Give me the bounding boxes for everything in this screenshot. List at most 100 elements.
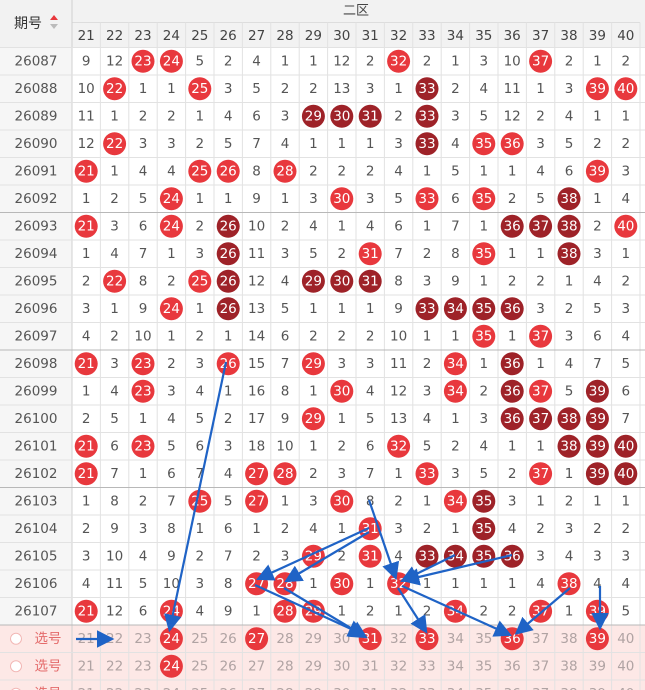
pick-label[interactable]: 选号 [35,686,62,690]
miss-count: 1 [110,163,119,179]
ball [529,462,553,486]
ball-number: 32 [390,53,407,69]
miss-count: 2 [167,273,176,289]
miss-count: 4 [480,81,489,97]
ball [472,187,496,211]
sort-up[interactable] [50,15,58,20]
period: 26092 [15,191,58,207]
miss-count: 2 [423,521,432,537]
ball-number: 22 [106,81,123,97]
miss-count: 11 [78,108,95,124]
miss-count: 25 [191,631,208,647]
ball [245,627,269,651]
miss-count: 1 [565,273,574,289]
miss-count: 1 [366,576,375,592]
period: 26107 [15,603,58,619]
pick-label[interactable]: 选号 [35,658,62,674]
miss-count: 28 [276,658,293,674]
ball [557,434,581,458]
ball-number: 24 [163,218,180,234]
miss-count: 5 [451,163,460,179]
miss-count: 1 [224,191,233,207]
ball-number: 30 [333,493,350,509]
radio[interactable] [10,632,22,645]
miss-count: 37 [532,658,549,674]
period: 26103 [15,493,58,509]
ball [301,104,325,128]
miss-count: 7 [622,411,631,427]
miss-count: 6 [167,466,176,482]
pick-label[interactable]: 选号 [35,631,62,647]
ball [330,379,354,403]
ball [443,544,467,568]
column-number: 27 [248,28,265,44]
miss-count: 1 [309,136,318,152]
miss-count: 30 [333,631,350,647]
miss-count: 1 [196,191,205,207]
ball [74,214,98,238]
ball-number: 40 [617,466,634,482]
ball-number: 26 [220,356,237,372]
miss-count: 8 [451,246,460,262]
ball-number: 35 [475,191,492,207]
ball [74,352,98,376]
miss-count: 38 [560,631,577,647]
ball-number: 28 [276,466,293,482]
miss-count: 1 [451,521,460,537]
ball-number: 26 [220,246,237,262]
miss-count: 10 [276,438,293,454]
miss-count: 6 [451,191,460,207]
ball-number: 33 [418,108,435,124]
miss-count: 1 [451,53,460,69]
period: 26089 [15,108,58,124]
ball [358,269,382,293]
miss-count: 4 [366,383,375,399]
ball-number: 39 [589,631,606,647]
period-header[interactable]: 期号 [14,16,42,32]
miss-count: 1 [423,328,432,344]
miss-count: 2 [593,218,602,234]
miss-count: 34 [447,686,464,690]
miss-count: 8 [110,493,119,509]
miss-count: 1 [366,136,375,152]
miss-count: 7 [366,466,375,482]
ball [216,297,240,321]
period: 26105 [15,548,58,564]
miss-count: 4 [252,53,261,69]
miss-count: 29 [305,631,322,647]
ball-number: 38 [560,218,577,234]
miss-count: 3 [423,273,432,289]
ball [443,352,467,376]
miss-count: 6 [394,218,403,234]
ball [443,379,467,403]
miss-count: 4 [622,576,631,592]
miss-count: 4 [394,548,403,564]
miss-count: 3 [394,136,403,152]
miss-count: 1 [309,576,318,592]
ball-number: 31 [362,108,379,124]
ball-number: 33 [418,191,435,207]
sort-down[interactable] [50,24,58,29]
miss-count: 39 [589,686,606,690]
ball-number: 39 [589,383,606,399]
ball [415,132,439,156]
miss-count: 29 [305,686,322,690]
period: 26099 [15,383,58,399]
ball [131,434,155,458]
miss-count: 1 [82,191,91,207]
column-number: 31 [362,28,379,44]
miss-count: 1 [423,163,432,179]
period: 26106 [15,576,58,592]
miss-count: 3 [593,246,602,262]
miss-count: 2 [338,548,347,564]
radio[interactable] [10,660,22,673]
miss-count: 8 [167,521,176,537]
miss-count: 2 [508,466,517,482]
miss-count: 40 [617,658,634,674]
miss-count: 2 [423,356,432,372]
miss-count: 1 [338,411,347,427]
miss-count: 5 [366,411,375,427]
column-number: 39 [589,28,606,44]
ball-number: 25 [191,163,208,179]
